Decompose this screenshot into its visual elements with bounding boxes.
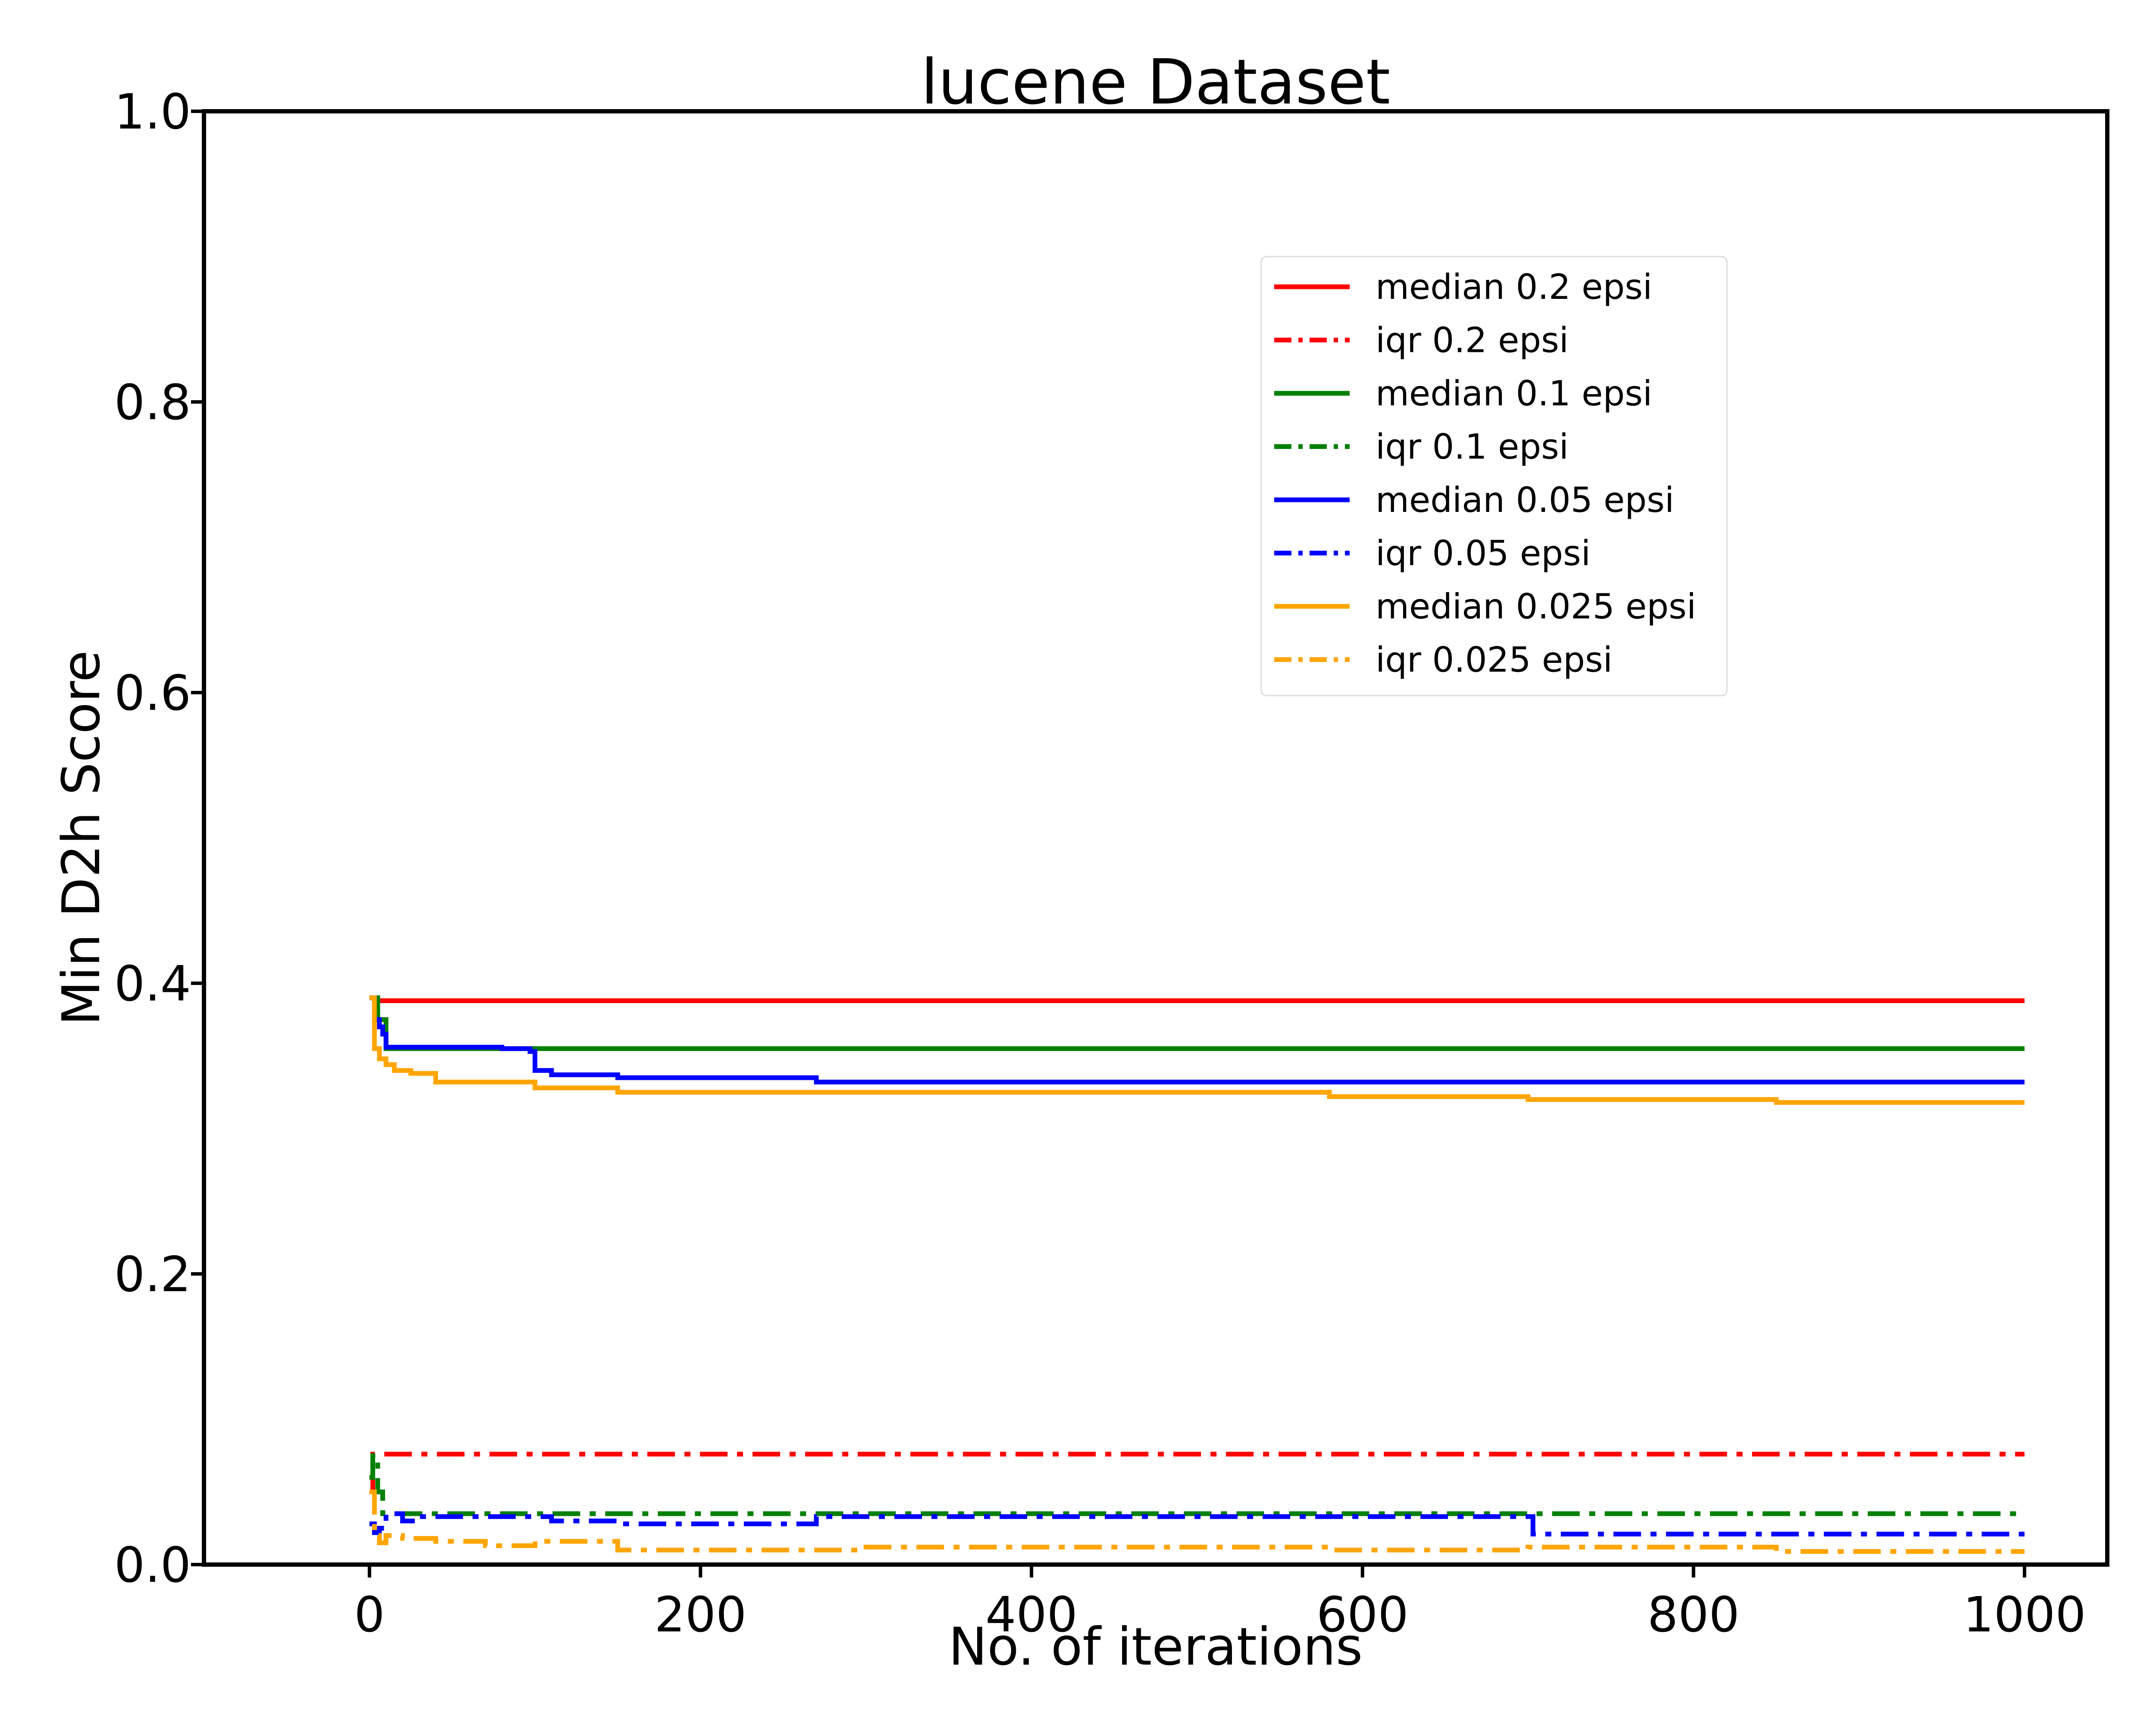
legend: median 0.2 epsi iqr 0.2 epsi median 0.1 ep… — [1260, 256, 1728, 696]
series-line-7 — [369, 1490, 2025, 1554]
series-line-2 — [369, 995, 2025, 1051]
axis-ticks: 0 200 400 600 800 1000 0.0 0.2 0.4 0.6 0.8 1.0 — [114, 84, 2086, 1643]
chart-title: lucene Dataset — [921, 46, 1391, 118]
x-tick-label: 800 — [1648, 1587, 1740, 1643]
x-tick-label: 200 — [655, 1587, 747, 1643]
x-tick-label: 600 — [1316, 1587, 1409, 1643]
series-lines — [369, 995, 2025, 1554]
y-axis-label: Min D2h Score — [52, 650, 112, 1026]
legend-label: iqr 0.1 epsi — [1376, 427, 1569, 467]
x-tick-label: 1000 — [1963, 1587, 2086, 1643]
series-line-3 — [369, 1453, 2025, 1516]
legend-label: iqr 0.025 epsi — [1376, 640, 1613, 680]
series-line-1 — [369, 1452, 2025, 1494]
y-tick-label: 0.8 — [114, 375, 191, 431]
plot-area-frame — [202, 109, 2109, 1567]
series-line-6 — [369, 995, 2025, 1105]
legend-label: median 0.05 epsi — [1376, 480, 1674, 520]
y-tick-label: 0.4 — [114, 956, 191, 1012]
legend-label: median 0.1 epsi — [1376, 373, 1652, 414]
legend-label: median 0.2 epsi — [1376, 267, 1652, 307]
x-tick-label: 0 — [354, 1587, 385, 1643]
x-axis-label: No. of iterations — [949, 1617, 1363, 1677]
y-tick-label: 0.0 — [114, 1537, 191, 1593]
legend-label: iqr 0.2 epsi — [1376, 320, 1569, 361]
legend-label: iqr 0.05 epsi — [1376, 533, 1591, 574]
y-tick-label: 0.6 — [114, 665, 191, 721]
series-line-0 — [369, 995, 2025, 1003]
x-tick-label: 400 — [985, 1587, 1078, 1643]
legend-label: median 0.025 epsi — [1376, 586, 1696, 627]
y-tick-label: 1.0 — [114, 84, 191, 140]
y-tick-label: 0.2 — [114, 1247, 191, 1303]
legend-box — [1260, 256, 1728, 696]
series-line-4 — [369, 995, 2025, 1085]
series-line-5 — [369, 1511, 2025, 1537]
